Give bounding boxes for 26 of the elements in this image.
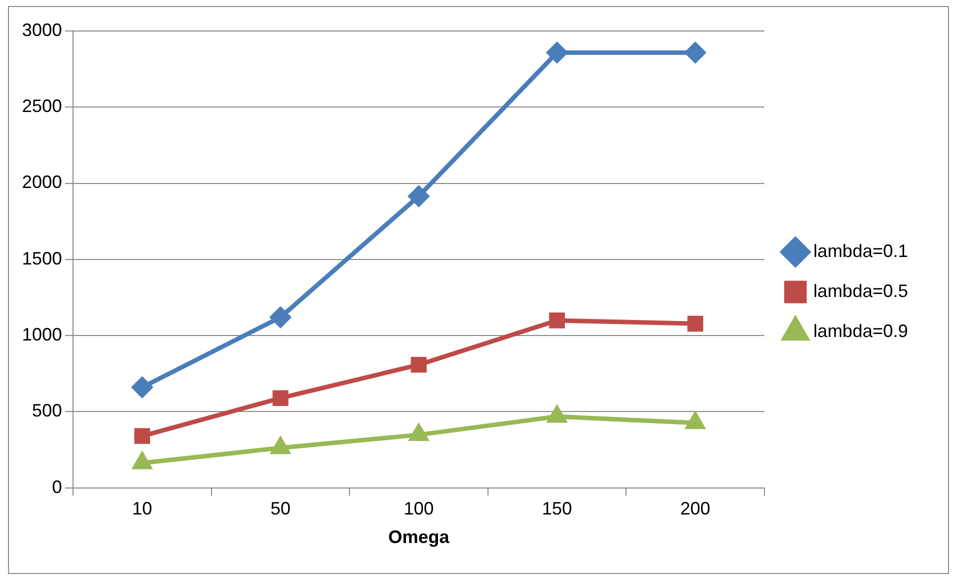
point bbox=[549, 312, 565, 328]
y-tick-label: 500 bbox=[32, 400, 62, 421]
y-tick-label: 1000 bbox=[22, 324, 62, 344]
legend-label: lambda=0.1 bbox=[813, 240, 908, 261]
point bbox=[132, 377, 152, 398]
point bbox=[270, 307, 291, 328]
x-tick-label: 100 bbox=[404, 498, 434, 519]
y-tick-label: 2500 bbox=[22, 96, 62, 116]
y-tick-label: 1500 bbox=[22, 248, 62, 268]
y-tick-label: 0 bbox=[52, 476, 62, 497]
point bbox=[408, 186, 429, 206]
x-tick-label: 50 bbox=[270, 498, 290, 519]
point bbox=[546, 42, 568, 63]
y-tick-label: 3000 bbox=[22, 20, 62, 40]
x-tick-label: 10 bbox=[132, 498, 152, 519]
legend-label: lambda=0.5 bbox=[813, 280, 908, 301]
x-axis-title: Omega bbox=[388, 527, 450, 548]
point bbox=[134, 428, 150, 444]
point bbox=[687, 316, 704, 332]
point bbox=[410, 356, 427, 373]
x-tick-label: 200 bbox=[680, 498, 710, 519]
point bbox=[685, 42, 706, 63]
y-tick-label: 2000 bbox=[22, 172, 62, 192]
legend-label: lambda=0.9 bbox=[813, 320, 908, 341]
point bbox=[272, 390, 288, 406]
x-tick-label: 150 bbox=[542, 498, 572, 519]
